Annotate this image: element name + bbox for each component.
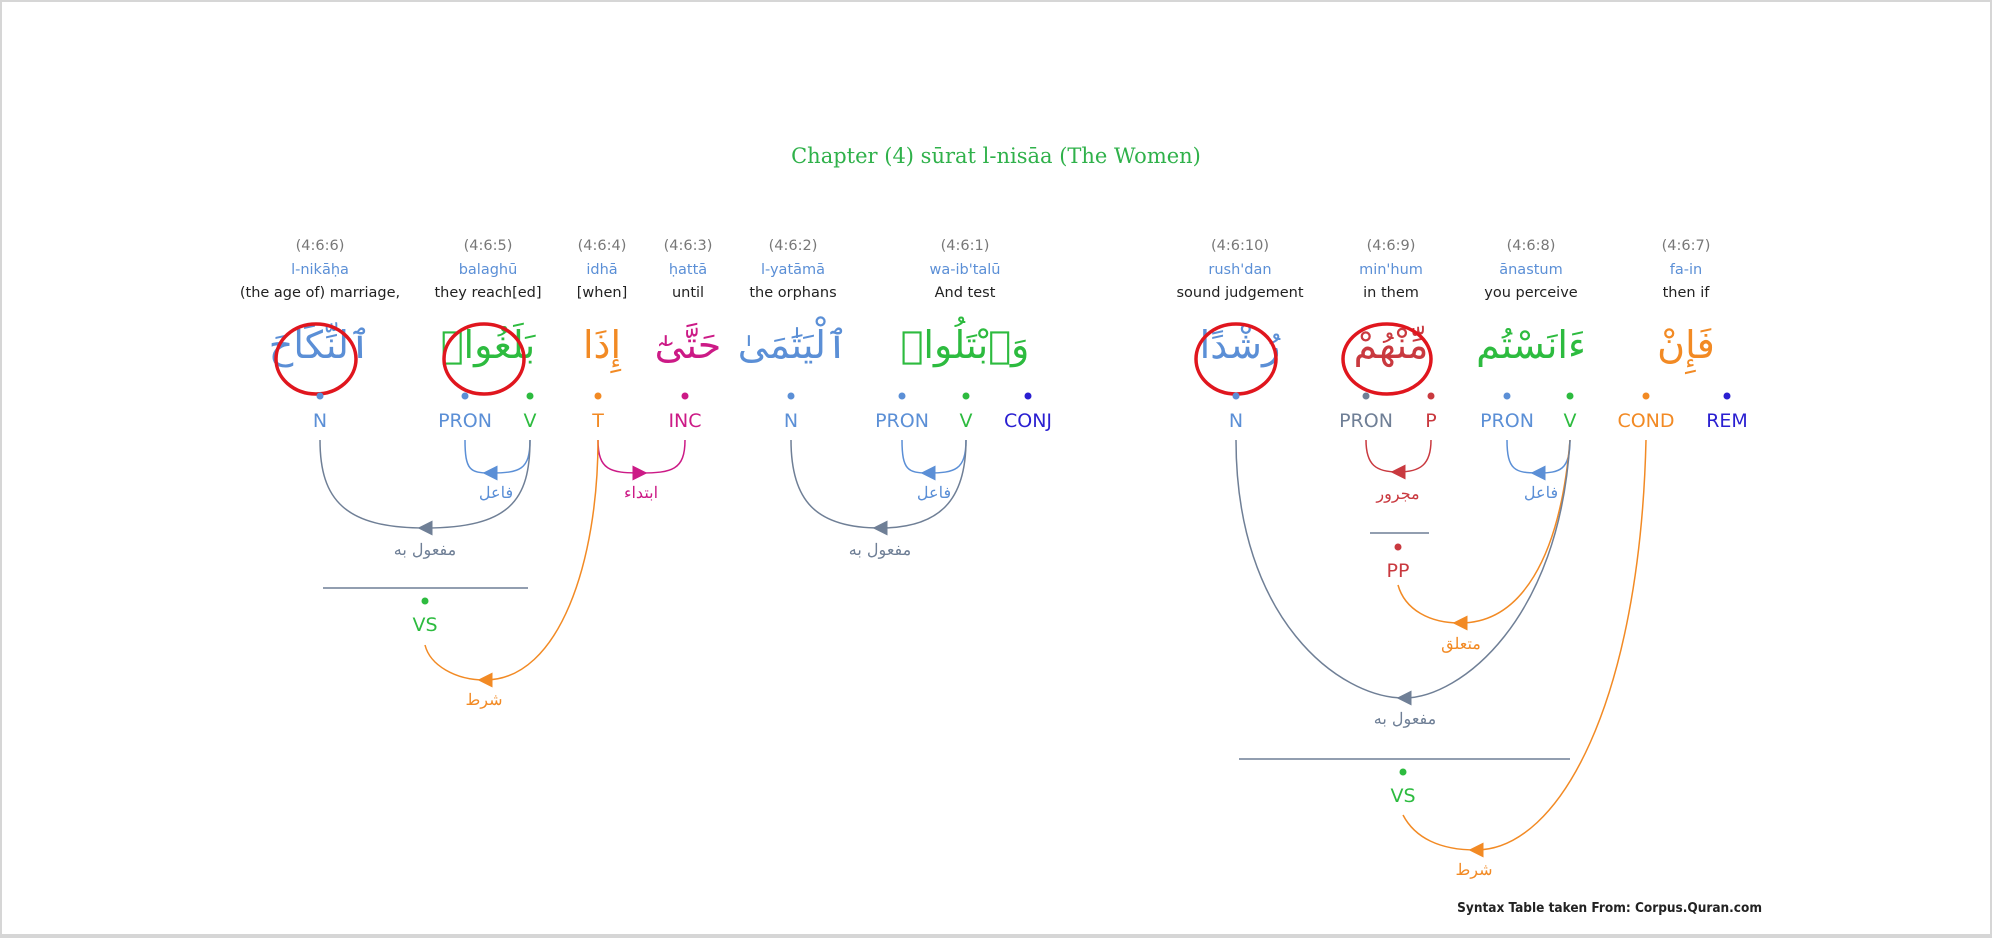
arc-fail-1	[482, 439, 531, 481]
relation-label: متعلق	[1441, 634, 1481, 653]
word-translit: min'hum	[1359, 262, 1423, 278]
tag-pronoun: PRON	[1480, 410, 1534, 432]
word-arabic: فَإِنْ	[1657, 323, 1715, 367]
tag-verb: V	[959, 410, 973, 432]
highlight-circle	[1194, 322, 1278, 396]
word-ref: (4:6:4)	[577, 238, 627, 254]
tag-pronoun: PRON	[875, 410, 929, 432]
word-translit: wa-ib'talū	[929, 262, 1001, 278]
tag-pronoun: PRON	[438, 410, 492, 432]
tag-inceptive: INC	[668, 410, 702, 432]
tag-preposition: P	[1425, 410, 1437, 432]
word-ref: (4:6:7)	[1661, 238, 1711, 254]
tag-pronoun: PRON	[1339, 410, 1393, 432]
tag-resumption: REM	[1706, 410, 1748, 432]
source-credit: Syntax Table taken From: Corpus.Quran.co…	[1457, 900, 1762, 916]
word-ref: (4:6:9)	[1366, 238, 1416, 254]
tag-verbal-sentence: VS	[412, 614, 438, 636]
word-translit: fa-in	[1669, 262, 1703, 278]
relation-label: شرط	[465, 690, 503, 709]
relation-label: مفعول به	[1373, 709, 1437, 728]
relation-label: مفعول به	[848, 540, 912, 559]
highlight-circle	[274, 322, 358, 396]
arc-mafool-3	[1396, 439, 1571, 706]
word-ref: (4:6:1)	[940, 238, 990, 254]
word-gloss: until	[671, 285, 705, 301]
arc-ibtida	[597, 439, 648, 481]
word-arabic: إِذَا	[582, 323, 622, 367]
word-translit: balaghū	[458, 262, 518, 278]
word-translit: ḥattā	[668, 262, 708, 278]
word-arabic: ءَانَسْتُم	[1476, 323, 1586, 367]
tag-conditional: COND	[1617, 410, 1675, 432]
word-ref: (4:6:8)	[1506, 238, 1556, 254]
tag-noun: N	[783, 410, 799, 432]
word-translit: rush'dan	[1208, 262, 1272, 278]
word-translit: ānastum	[1499, 262, 1563, 278]
relation-label: فاعل	[478, 483, 514, 502]
tag-conjunction: CONJ	[1003, 410, 1053, 432]
word-ref: (4:6:3)	[663, 238, 713, 254]
chapter-title: Chapter (4) sūrat l-nisāa (The Women)	[791, 144, 1201, 168]
word-ref: (4:6:10)	[1211, 238, 1269, 254]
relation-label: فاعل	[1523, 483, 1559, 502]
relation-label: شرط	[1455, 860, 1493, 879]
word-gloss: you perceive	[1484, 285, 1578, 301]
word-arabic: مِّنْهُمْ	[1353, 323, 1429, 367]
arc-majrur	[1390, 439, 1432, 480]
word-arabic: ٱلْيَتَٰمَىٰ	[737, 323, 849, 367]
word-translit: idhā	[586, 262, 618, 278]
tag-verbal-sentence: VS	[1390, 785, 1416, 807]
tag-noun: N	[312, 410, 328, 432]
relation-label: مجرور	[1376, 484, 1420, 503]
tag-verb: V	[1563, 410, 1577, 432]
word-translit: l-yatāmā	[760, 262, 826, 278]
word-gloss: they reach[ed]	[434, 285, 542, 301]
word-gloss: (the age of) marriage,	[239, 285, 401, 301]
word-ref: (4:6:2)	[768, 238, 818, 254]
tag-prepositional-phrase: PP	[1386, 560, 1410, 582]
tag-noun: N	[1228, 410, 1244, 432]
arc-mafool-1	[417, 439, 531, 536]
arc-mutaallaq	[1452, 439, 1571, 631]
arc-shart-2	[1468, 439, 1647, 858]
word-gloss: sound judgement	[1176, 285, 1304, 301]
word-gloss: And test	[934, 285, 996, 301]
word-ref: (4:6:5)	[463, 238, 513, 254]
word-gloss: [when]	[576, 285, 628, 301]
tag-verb: V	[523, 410, 537, 432]
relation-label: ابتداء	[623, 483, 659, 502]
arc-fail-3	[1530, 439, 1571, 481]
tag-time: T	[592, 410, 604, 432]
arc-fail-2	[920, 439, 967, 481]
word-arabic: وَٱبْتَلُوا۟	[900, 323, 1030, 367]
word-gloss: in them	[1363, 285, 1419, 301]
arc-mafool-2	[872, 439, 967, 536]
relation-label: فاعل	[916, 483, 952, 502]
word-ref: (4:6:6)	[295, 238, 345, 254]
word-gloss: then if	[1662, 285, 1710, 301]
word-gloss: the orphans	[749, 285, 837, 301]
word-arabic: حَتَّىٰٓ	[654, 323, 722, 367]
highlight-circle	[442, 322, 526, 396]
highlight-circle	[1341, 322, 1433, 396]
tag-dots	[316, 392, 1731, 776]
arc-shart-1	[477, 439, 599, 688]
word-translit: l-nikāḥa	[291, 262, 349, 278]
relation-label: مفعول به	[393, 540, 457, 559]
